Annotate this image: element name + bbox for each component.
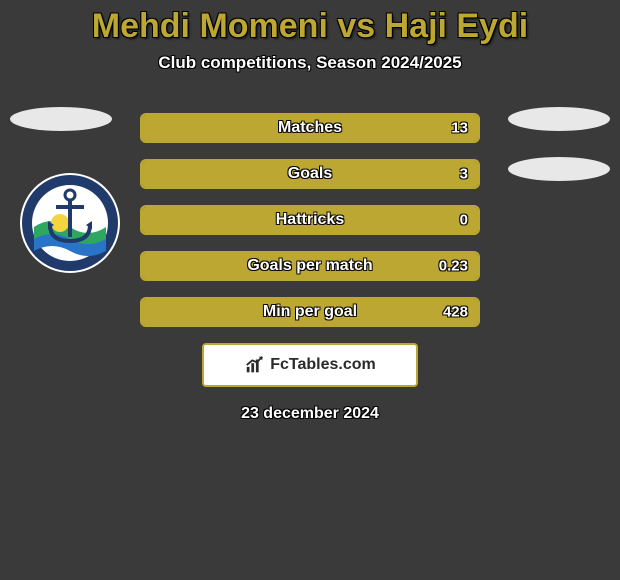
- stat-label: Hattricks: [142, 211, 478, 229]
- club-badge: [20, 173, 120, 273]
- bar-chart-icon: [244, 354, 266, 376]
- subtitle: Club competitions, Season 2024/2025: [0, 53, 620, 73]
- stat-value-right: 3: [460, 166, 468, 183]
- club-badge-icon: [20, 173, 120, 273]
- stat-row: Goals per match0.23: [140, 251, 480, 281]
- stat-value-right: 13: [451, 120, 468, 137]
- stats-area: Matches13 Goals3 Hattricks0 Goals per match…: [0, 113, 620, 423]
- stat-row: Hattricks0: [140, 205, 480, 235]
- stat-row: Min per goal428: [140, 297, 480, 327]
- stat-value-right: 0: [460, 212, 468, 229]
- stat-label: Goals per match: [142, 257, 478, 275]
- comparison-card: Mehdi Momeni vs Haji Eydi Club competiti…: [0, 0, 620, 580]
- stat-row: Matches13: [140, 113, 480, 143]
- page-title: Mehdi Momeni vs Haji Eydi: [0, 0, 620, 45]
- stat-label: Matches: [142, 119, 478, 137]
- stat-label: Goals: [142, 165, 478, 183]
- generated-date: 23 december 2024: [0, 405, 620, 423]
- stat-row: Goals3: [140, 159, 480, 189]
- stat-label: Min per goal: [142, 303, 478, 321]
- stat-value-right: 428: [443, 304, 468, 321]
- fctables-attribution[interactable]: FcTables.com: [202, 343, 418, 387]
- fctables-label: FcTables.com: [270, 356, 376, 374]
- stat-value-right: 0.23: [439, 258, 468, 275]
